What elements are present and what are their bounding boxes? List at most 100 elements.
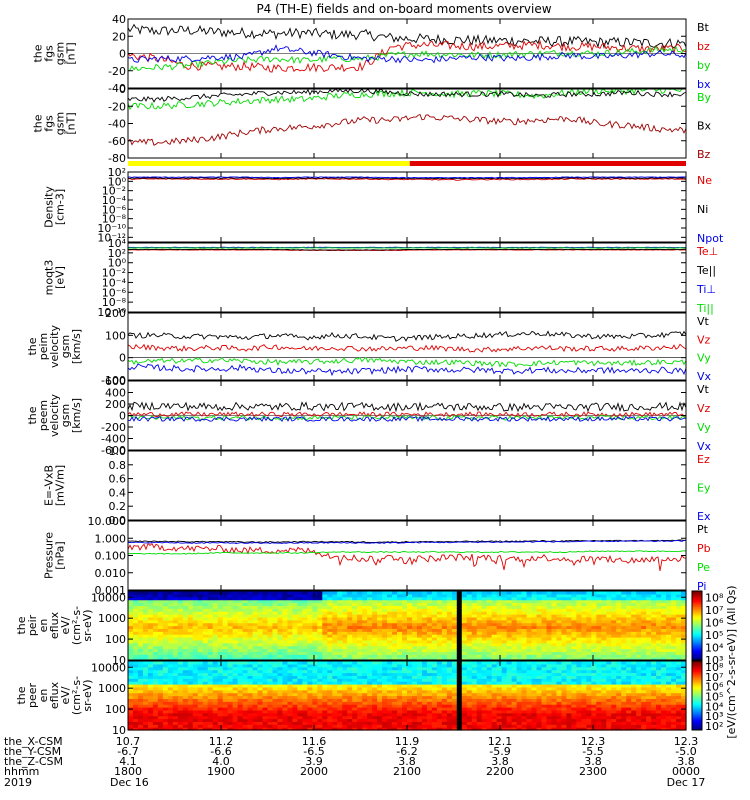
heatmap-cell xyxy=(621,599,627,604)
heatmap-cell xyxy=(202,631,209,635)
heatmap-cell xyxy=(137,684,144,688)
heatmap-cell xyxy=(187,689,194,694)
heatmap-cell xyxy=(287,672,294,676)
heatmap-cell xyxy=(332,684,338,688)
heatmap-cell xyxy=(441,637,448,641)
heatmap-cell xyxy=(227,616,234,621)
heatmap-cell xyxy=(656,616,662,621)
heatmap-cell xyxy=(357,619,363,624)
heatmap-cell xyxy=(147,605,154,609)
heatmap-cell xyxy=(312,639,318,644)
heatmap-cell xyxy=(128,701,134,705)
heatmap-cell xyxy=(332,692,338,697)
heatmap-cell xyxy=(222,698,229,702)
heatmap-cell xyxy=(312,727,318,731)
heatmap-cell xyxy=(128,669,134,674)
heatmap-cell xyxy=(621,619,627,624)
heatmap-cell xyxy=(461,622,468,627)
heatmap-cell xyxy=(591,657,597,661)
heatmap-cell xyxy=(177,672,184,676)
heatmap-cell xyxy=(641,591,647,595)
heatmap-cell xyxy=(421,631,428,635)
heatmap-cell xyxy=(382,616,388,621)
heatmap-cell xyxy=(222,721,229,725)
heatmap-cell xyxy=(252,657,259,661)
heatmap-cell xyxy=(232,634,239,638)
heatmap-cell xyxy=(142,608,149,612)
heatmap-cell xyxy=(626,616,632,621)
heatmap-cell xyxy=(207,712,214,717)
heatmap-cell xyxy=(666,622,672,627)
heatmap-cell xyxy=(132,663,139,668)
heatmap-cell xyxy=(232,596,239,601)
heatmap-cell xyxy=(347,625,353,629)
heatmap-cell xyxy=(456,669,463,674)
heatmap-cell xyxy=(337,663,343,668)
heatmap-cell xyxy=(292,661,298,665)
heatmap-cell xyxy=(511,642,518,647)
heatmap-cell xyxy=(277,709,284,714)
heatmap-cell xyxy=(157,642,164,647)
heatmap-cell xyxy=(516,654,523,658)
heatmap-cell xyxy=(207,721,214,725)
y-axis-label: velocity xyxy=(48,325,61,368)
heatmap-cell xyxy=(416,686,423,691)
heatmap-cell xyxy=(128,675,134,679)
heatmap-cell xyxy=(511,651,518,655)
heatmap-cell xyxy=(496,661,503,665)
heatmap-cell xyxy=(367,593,373,598)
heatmap-cell xyxy=(681,639,687,644)
heatmap-cell xyxy=(476,684,483,688)
heatmap-cell xyxy=(501,715,508,720)
heatmap-cell xyxy=(302,593,308,598)
heatmap-cell xyxy=(511,689,518,694)
heatmap-cell xyxy=(177,608,184,612)
y-axis-label: [nPa] xyxy=(54,541,67,569)
heatmap-cell xyxy=(307,599,313,604)
heatmap-cell xyxy=(312,689,318,694)
heatmap-cell xyxy=(307,591,313,595)
heatmap-cell xyxy=(182,712,189,717)
heatmap-cell xyxy=(247,672,254,676)
heatmap-cell xyxy=(481,701,488,705)
heatmap-cell xyxy=(411,628,418,632)
heatmap-cell xyxy=(167,715,174,720)
heatmap-cell xyxy=(182,715,189,720)
heatmap-cell xyxy=(137,707,144,711)
heatmap-cell xyxy=(446,593,453,598)
heatmap-cell xyxy=(332,637,338,641)
heatmap-cell xyxy=(342,675,348,679)
heatmap-cell xyxy=(377,704,383,708)
heatmap-cell xyxy=(421,596,428,601)
heatmap-cell xyxy=(367,616,373,621)
heatmap-cell xyxy=(212,634,219,638)
heatmap-cell xyxy=(421,648,428,652)
heatmap-cell xyxy=(416,666,423,671)
heatmap-cell xyxy=(137,614,144,618)
heatmap-cell xyxy=(616,651,622,655)
heatmap-cell xyxy=(167,642,174,647)
heatmap-cell xyxy=(551,657,558,661)
heatmap-cell xyxy=(147,622,154,627)
heatmap-cell xyxy=(267,608,274,612)
heatmap-cell xyxy=(317,628,323,632)
heatmap-cell xyxy=(656,611,662,615)
heatmap-cell xyxy=(352,709,358,714)
heatmap-cell xyxy=(671,657,677,661)
heatmap-cell xyxy=(322,675,328,679)
heatmap-cell xyxy=(172,625,179,629)
heatmap-cell xyxy=(282,681,289,685)
heatmap-cell xyxy=(481,631,488,635)
heatmap-cell xyxy=(302,637,308,641)
heatmap-cell xyxy=(377,669,383,674)
heatmap-cell xyxy=(656,591,662,595)
heatmap-cell xyxy=(636,616,642,621)
heatmap-cell xyxy=(332,709,338,714)
heatmap-cell xyxy=(621,639,627,644)
heatmap-cell xyxy=(397,625,403,629)
heatmap-cell xyxy=(407,704,413,708)
heatmap-cell xyxy=(511,678,518,682)
heatmap-cell xyxy=(262,709,269,714)
heatmap-cell xyxy=(247,605,254,609)
heatmap-cell xyxy=(182,602,189,606)
